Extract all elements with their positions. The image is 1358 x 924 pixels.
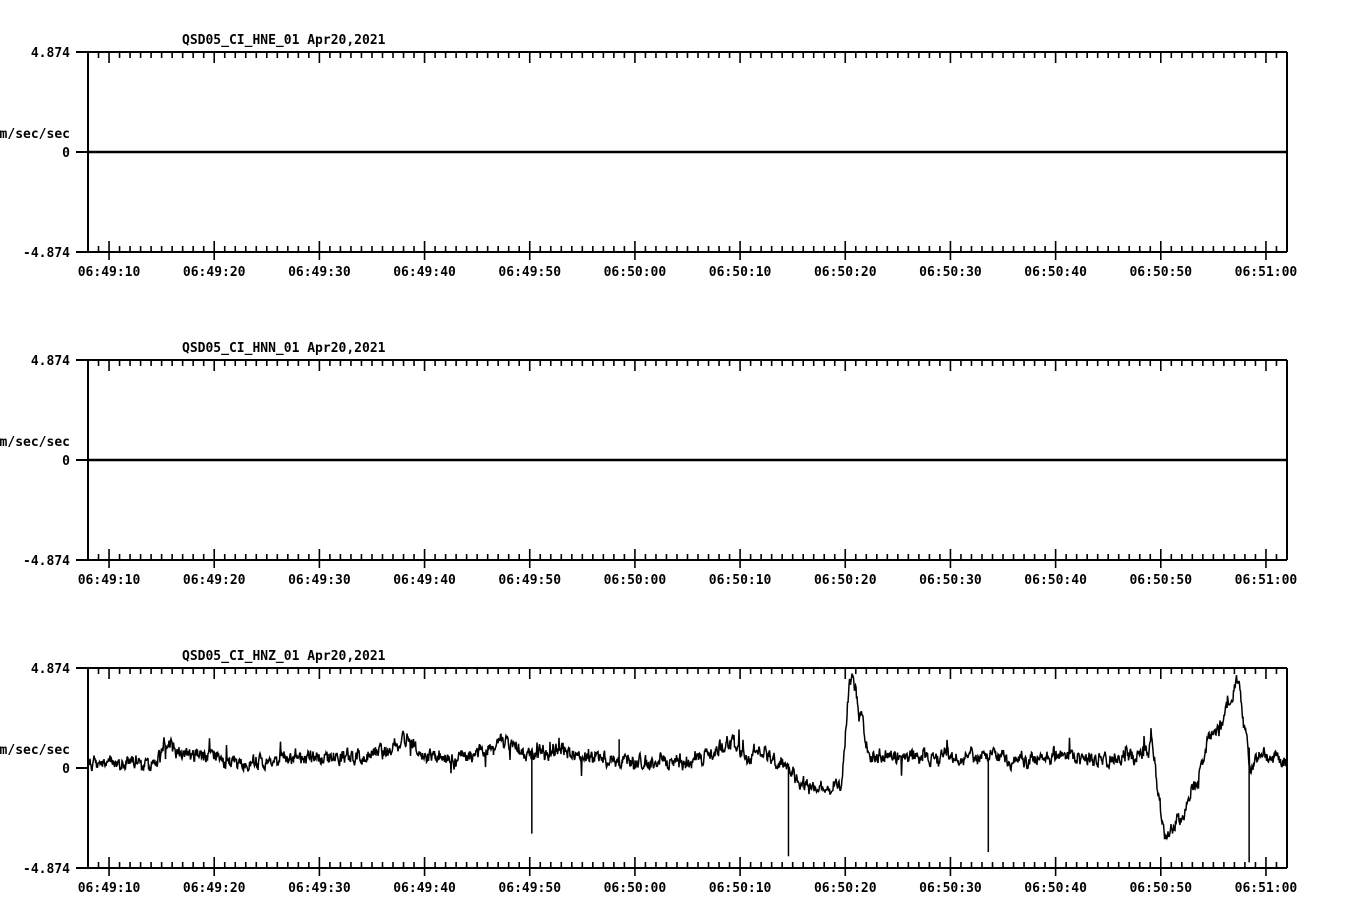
x-tick-label: 06:51:00 <box>1235 573 1298 588</box>
x-tick-label: 06:49:20 <box>183 881 246 896</box>
x-tick-label: 06:50:50 <box>1129 265 1192 280</box>
y-tick-label: -4.874 <box>23 246 70 261</box>
x-tick-label: 06:50:30 <box>919 881 982 896</box>
x-tick-label: 06:49:50 <box>498 265 561 280</box>
panel-hnn-svg: 06:49:10 06:49:20 06:49:30 06:49:40 06:49:50… <box>0 341 1298 588</box>
panel-hne: 06:49:10 06:49:20 06:49:30 06:49:40 06:49:50… <box>0 0 1358 308</box>
x-tick-label: 06:50:10 <box>709 881 772 896</box>
x-tick-marks <box>87 360 1288 568</box>
x-tick-label: 06:49:10 <box>78 881 141 896</box>
x-tick-label: 06:51:00 <box>1235 265 1298 280</box>
x-tick-label: 06:50:00 <box>604 573 667 588</box>
panel-title: QSD05_CI_HNZ_01 Apr20,2021 <box>182 649 386 664</box>
panel-title: QSD05_CI_HNN_01 Apr20,2021 <box>182 341 386 356</box>
y-tick-label: 4.874 <box>31 46 70 61</box>
x-tick-label: 06:49:40 <box>393 265 456 280</box>
y-tick-label: 0 <box>62 146 70 161</box>
x-tick-label: 06:49:30 <box>288 265 351 280</box>
x-tick-label: 06:50:00 <box>604 265 667 280</box>
x-tick-label: 06:50:50 <box>1129 573 1192 588</box>
y-tick-label: 4.874 <box>31 354 70 369</box>
x-tick-label: 06:50:50 <box>1129 881 1192 896</box>
y-axis-unit-label: cm/sec/sec <box>0 127 70 142</box>
panel-hnn: 06:49:10 06:49:20 06:49:30 06:49:40 06:49:50… <box>0 308 1358 616</box>
panel-hne-svg: 06:49:10 06:49:20 06:49:30 06:49:40 06:49:50… <box>0 33 1298 280</box>
waveform-trace <box>87 673 1288 863</box>
panel-hnz-svg: 06:49:10 06:49:20 06:49:30 06:49:40 06:49:50… <box>0 649 1298 896</box>
x-tick-label: 06:50:40 <box>1024 573 1087 588</box>
x-tick-label: 06:51:00 <box>1235 881 1298 896</box>
x-tick-label: 06:50:20 <box>814 573 877 588</box>
x-tick-label: 06:49:50 <box>498 573 561 588</box>
x-tick-label: 06:49:30 <box>288 881 351 896</box>
y-tick-label: 0 <box>62 454 70 469</box>
x-tick-label: 06:50:30 <box>919 573 982 588</box>
x-tick-label: 06:50:20 <box>814 265 877 280</box>
y-tick-label: -4.874 <box>23 554 70 569</box>
y-tick-label: 0 <box>62 762 70 777</box>
x-tick-label: 06:50:30 <box>919 265 982 280</box>
x-tick-label: 06:49:50 <box>498 881 561 896</box>
x-tick-label: 06:49:40 <box>393 573 456 588</box>
x-tick-label: 06:49:20 <box>183 265 246 280</box>
y-tick-label: 4.874 <box>31 662 70 677</box>
panel-title: QSD05_CI_HNE_01 Apr20,2021 <box>182 33 386 48</box>
y-tick-marks <box>76 51 88 253</box>
x-tick-label: 06:49:30 <box>288 573 351 588</box>
x-tick-label: 06:50:40 <box>1024 881 1087 896</box>
y-axis-unit-label: cm/sec/sec <box>0 743 70 758</box>
y-tick-marks <box>76 359 88 561</box>
x-tick-label: 06:50:10 <box>709 265 772 280</box>
x-tick-marks <box>87 668 1288 876</box>
x-tick-label: 06:50:00 <box>604 881 667 896</box>
x-tick-label: 06:49:20 <box>183 573 246 588</box>
x-tick-label: 06:49:10 <box>78 265 141 280</box>
y-axis-unit-label: cm/sec/sec <box>0 435 70 450</box>
x-tick-label: 06:49:10 <box>78 573 141 588</box>
x-tick-label: 06:50:10 <box>709 573 772 588</box>
x-tick-label: 06:50:20 <box>814 881 877 896</box>
x-tick-label: 06:49:40 <box>393 881 456 896</box>
y-tick-marks <box>76 667 88 869</box>
y-tick-label: -4.874 <box>23 862 70 877</box>
panel-hnz: 06:49:10 06:49:20 06:49:30 06:49:40 06:49:50… <box>0 616 1358 924</box>
x-tick-marks <box>87 52 1288 260</box>
x-tick-label: 06:50:40 <box>1024 265 1087 280</box>
